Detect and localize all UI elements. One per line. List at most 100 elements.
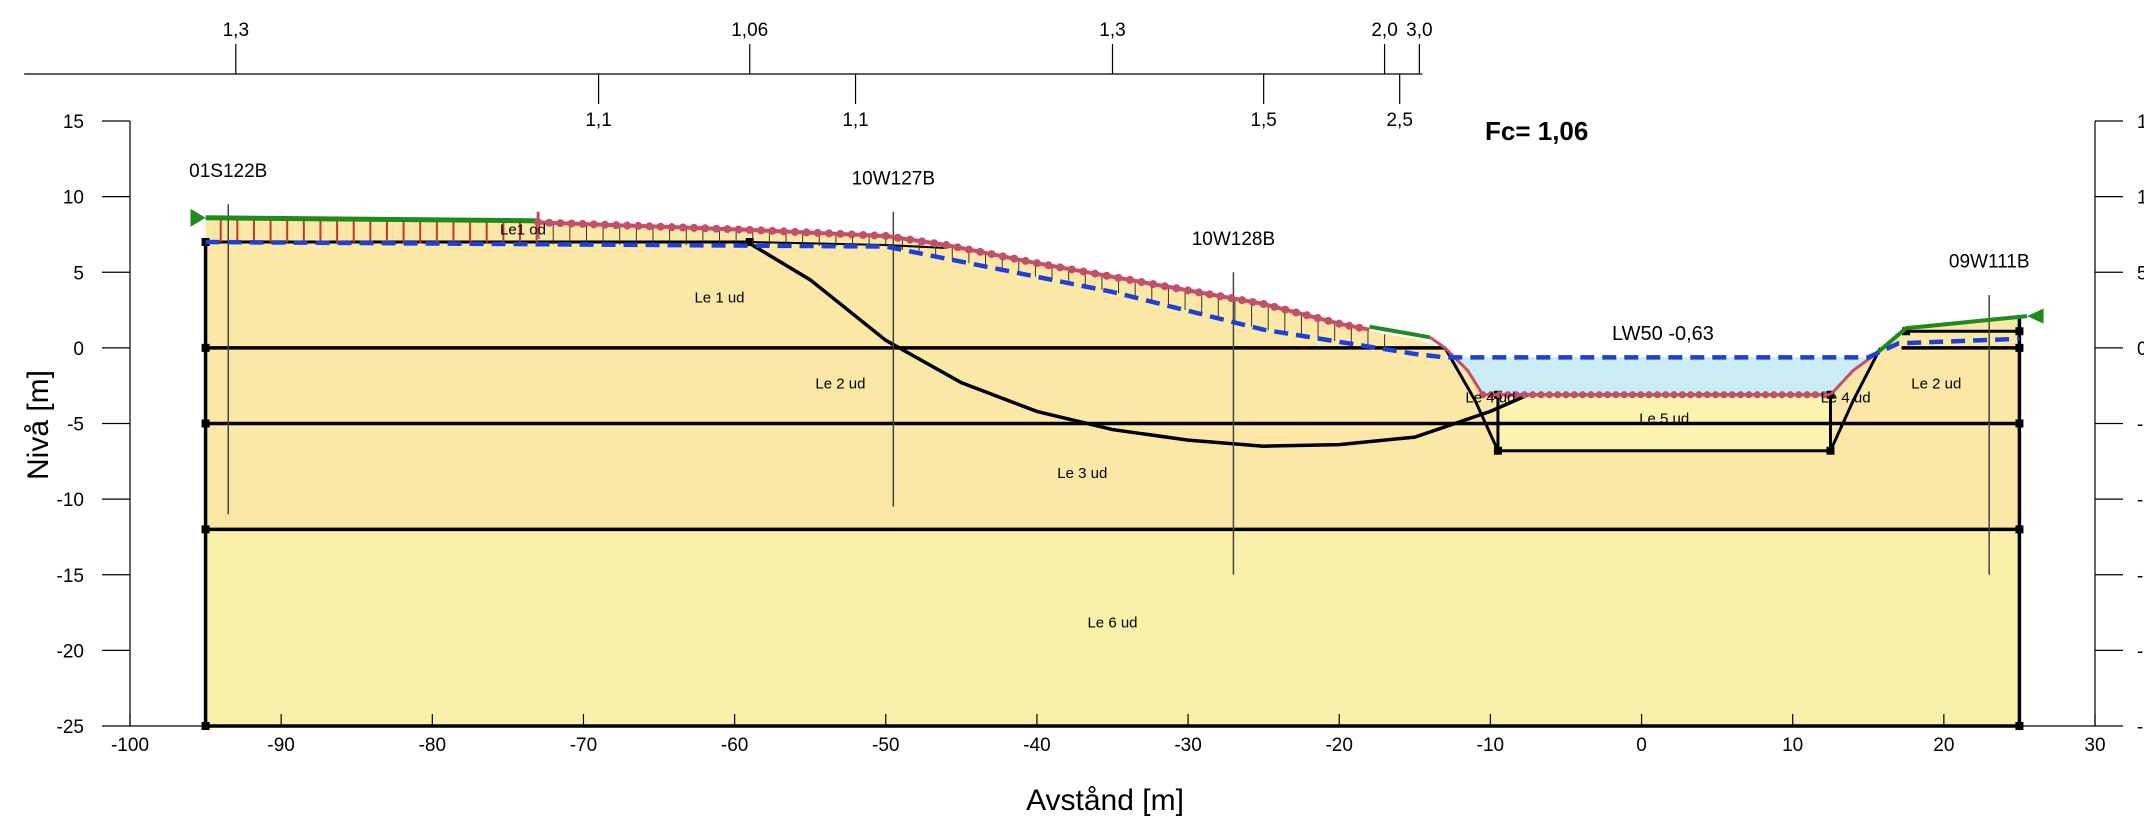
node-5: [2015, 327, 2024, 336]
node-7: [2015, 419, 2024, 428]
top-scale-label-upper: 1,3: [223, 20, 249, 41]
surface-dot: [791, 227, 800, 236]
surface-dot: [905, 235, 914, 244]
y-tick-label-left: -5: [67, 415, 84, 436]
surface-dot: [623, 221, 632, 230]
surface-dot: [1172, 284, 1181, 293]
layer-label: Le 5 ud: [1639, 411, 1689, 428]
surface-dot: [870, 231, 879, 240]
surface-dot: [1184, 286, 1193, 295]
node-15: [1902, 327, 1911, 336]
borehole-label: 01S122B: [189, 161, 267, 182]
fc-label: Fc= 1,06: [1485, 116, 1588, 146]
surface-dot: [930, 239, 939, 248]
surface-dot: [600, 220, 609, 229]
borehole-label: 09W111B: [1949, 252, 2030, 273]
layer-label: Le 1 ud: [694, 290, 744, 307]
surface-dot: [918, 237, 927, 246]
y-tick-label-left: -15: [57, 566, 84, 587]
surface-green-right: [1874, 314, 2028, 356]
y-tick-label-right: 10: [2137, 188, 2144, 209]
top-scale-label-lower: 1,1: [842, 110, 868, 131]
layer-label: Le1 od: [500, 221, 546, 238]
surface-dot: [1324, 316, 1333, 325]
surface-dot: [1302, 311, 1311, 320]
surface-dot: [1205, 290, 1214, 299]
channel-red-line: [1429, 336, 1877, 397]
node-1: [201, 343, 210, 352]
surface-dot: [578, 219, 587, 228]
y-tick-label-left: 5: [73, 263, 84, 284]
y-tick-label-right: -5: [2137, 415, 2144, 436]
channel-left-wall: [1443, 347, 1500, 452]
surface-dot: [1067, 265, 1076, 274]
borehole-label: 10W128B: [1192, 229, 1275, 250]
x-tick-label: -90: [267, 735, 294, 756]
surface-dot: [1079, 267, 1088, 276]
surface-dot: [859, 230, 868, 239]
top-scale: 1,3 1,06 1,3 2,0 3,0 1,1 1,1 1,5 2,5: [24, 20, 1433, 131]
y-tick-label-left: -20: [57, 641, 84, 662]
flag-left: [190, 208, 206, 227]
y-tick-label-right: 5: [2137, 263, 2144, 284]
y-tick-label-left: 15: [63, 112, 84, 133]
groundwater-dashed: [205, 239, 2020, 360]
layer-label: Le 4 ud: [1821, 389, 1871, 406]
surface-dot: [813, 228, 822, 237]
slip-circle: [748, 242, 1529, 448]
top-scale-label-upper: 2,0: [1371, 20, 1397, 41]
surface-dot: [987, 250, 996, 259]
x-tick-label: -80: [419, 735, 446, 756]
x-tick-label: -10: [1477, 735, 1504, 756]
flag-right: [2026, 308, 2044, 324]
y-tick-label-right: -10: [2137, 490, 2144, 511]
surface-dot: [757, 226, 766, 235]
layer-label: Le 4 ud: [1465, 389, 1515, 406]
x-axis-title: Avstånd [m]: [1026, 784, 1184, 817]
layer-label: Le 3 ud: [1057, 465, 1107, 482]
surface-dot: [1102, 271, 1111, 280]
water-level-label: LW50 -0,63: [1612, 323, 1714, 345]
groundwater-line: [205, 239, 2020, 360]
surface-dot: [953, 243, 962, 252]
surface-dot: [1248, 298, 1257, 307]
surface-dot: [556, 219, 565, 228]
surface-dot: [1194, 288, 1203, 297]
surface-dot: [745, 225, 754, 234]
labels: Le1 od Le 1 ud Le 2 ud Le 3 ud Le 4 ud Le 5 u…: [500, 221, 1961, 631]
layer-label: Le 2 ud: [815, 376, 865, 393]
surface-dot: [701, 224, 710, 233]
surface-dot: [1270, 302, 1279, 311]
surface-dot: [634, 221, 643, 230]
surface-dot: [1216, 292, 1225, 301]
y-axis-title: Nivå [m]: [22, 370, 55, 480]
surface-dot: [881, 231, 890, 240]
node-8: [2015, 525, 2024, 534]
surface-dot: [667, 223, 676, 232]
surface-dot: [1125, 275, 1134, 284]
surface-dot: [1044, 261, 1053, 270]
surface-dot: [545, 218, 554, 227]
surface-dot: [734, 225, 743, 234]
top-scale-label-upper: 3,0: [1406, 20, 1432, 41]
channel-right-wall: [1829, 347, 1882, 452]
surface-dot: [589, 220, 598, 229]
boreholes: 01S122B 10W127B 10W128B 09W111B: [189, 161, 2030, 575]
node-11: [1493, 446, 1502, 455]
surface-dot: [712, 224, 721, 233]
y-tick-label-right: -15: [2137, 566, 2144, 587]
y-tick-label-left: -25: [57, 717, 84, 738]
y-tick-label-right: -25: [2137, 717, 2144, 738]
surface-dot: [847, 230, 856, 239]
y-tick-label-right: 15: [2137, 112, 2144, 133]
surface-dot: [1345, 321, 1354, 330]
top-scale-label-lower: 2,5: [1386, 110, 1412, 131]
x-tick-label: -50: [872, 735, 899, 756]
layer-label: Le 6 ud: [1087, 615, 1137, 632]
ground-surface: [190, 208, 2044, 399]
surface-dot: [1021, 256, 1030, 265]
surface-dot: [1091, 269, 1100, 278]
surface-dot: [825, 229, 834, 238]
water-fill: [1445, 357, 1869, 395]
